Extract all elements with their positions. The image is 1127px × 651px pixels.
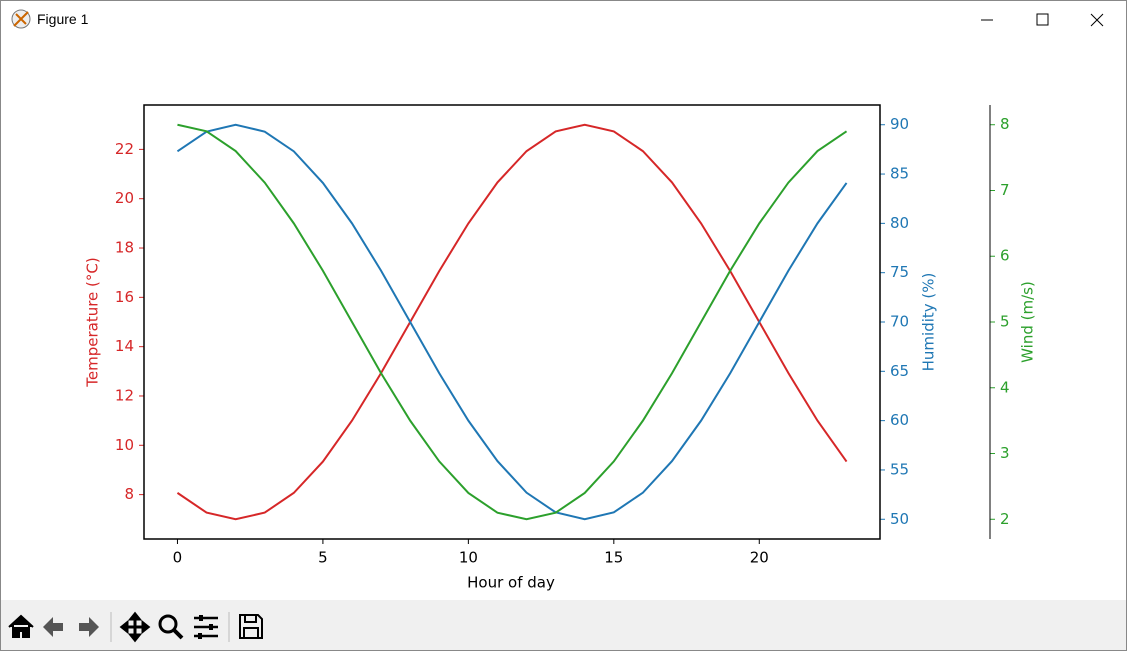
y-tick-label: 85 [890, 165, 909, 183]
title-bar: Figure 1 [1, 1, 1126, 38]
save-button[interactable] [239, 614, 263, 639]
data-line [176, 123, 848, 521]
y-tick-label: 50 [890, 510, 909, 528]
y-tick-label: 75 [890, 263, 909, 281]
y-tick-label: 4 [1000, 378, 1010, 396]
zoom-button[interactable] [158, 614, 178, 634]
home-button[interactable] [8, 614, 34, 638]
maximize[interactable] [1036, 13, 1049, 26]
y-tick-label: 6 [1000, 247, 1010, 265]
x-tick-label: 15 [604, 549, 623, 567]
chart: Hour of day 0 5 10 15 20 8 10 12 14 16 18 20 22 50 55 6… [84, 104, 1037, 592]
y-tick-label: 20 [115, 189, 134, 207]
plot-frame [143, 104, 881, 540]
x-tick-label: 5 [318, 549, 328, 567]
toolbar-icons [8, 611, 263, 643]
y-axis-label: Humidity (%) [920, 273, 938, 372]
window-controls[interactable] [966, 1, 1126, 38]
close[interactable] [1090, 13, 1104, 27]
y-axis-label: Temperature (°C) [84, 257, 102, 387]
y-tick-label: 90 [890, 115, 909, 133]
configure-button[interactable] [194, 616, 218, 638]
forward-button[interactable] [79, 617, 99, 637]
y-tick-label: 7 [1000, 181, 1010, 199]
y-tick-label: 12 [115, 386, 134, 404]
y-tick-label: 18 [115, 239, 134, 257]
y-tick-label: 55 [890, 460, 909, 478]
y-axis-label: Wind (m/s) [1019, 281, 1037, 363]
app-icon [11, 9, 31, 29]
y-tick-label: 14 [115, 337, 134, 355]
y-tick-label: 8 [124, 485, 134, 503]
data-line [176, 123, 848, 521]
back-button[interactable] [43, 617, 63, 637]
toolbar [1, 600, 1126, 650]
window-title: Figure 1 [37, 11, 89, 27]
y-tick-label: 70 [890, 313, 909, 331]
x-tick-label: 20 [750, 549, 769, 567]
y-tick-label: 2 [1000, 510, 1010, 528]
data-line [177, 123, 848, 521]
y-tick-label: 80 [890, 214, 909, 232]
y-tick-label: 3 [1000, 444, 1010, 462]
pan-button[interactable] [119, 611, 151, 643]
y-tick-label: 22 [115, 140, 134, 158]
y-tick-label: 16 [115, 288, 134, 306]
y-tick-label: 8 [1000, 115, 1010, 133]
x-tick-label: 10 [459, 549, 478, 567]
x-axis-label: Hour of day [467, 574, 555, 592]
y-tick-label: 10 [115, 436, 134, 454]
y-tick-label: 65 [890, 362, 909, 380]
x-tick-label: 0 [173, 549, 183, 567]
y-tick-label: 5 [1000, 313, 1010, 331]
y-tick-label: 60 [890, 411, 909, 429]
